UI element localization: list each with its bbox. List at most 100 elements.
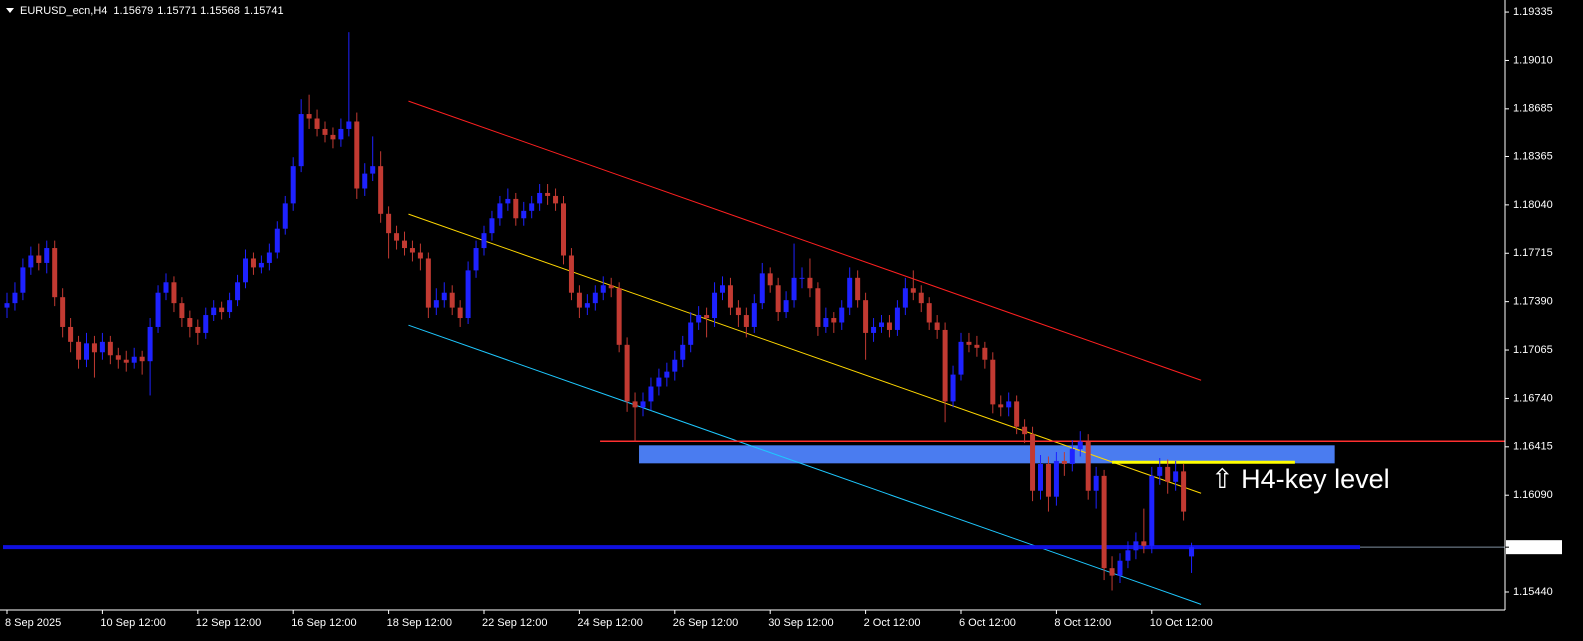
x-tick-label: 6 Oct 12:00 [959, 617, 1016, 629]
candle-body [727, 285, 733, 308]
candle-body [688, 322, 694, 345]
candle-body [370, 166, 376, 174]
candle-body [290, 166, 296, 204]
candle-body [362, 173, 368, 189]
candle-body [195, 326, 201, 333]
candle-body [457, 307, 463, 319]
candle-body [1117, 560, 1123, 576]
x-tick-label: 10 Oct 12:00 [1150, 617, 1213, 629]
y-tick-label: 1.17065 [1513, 344, 1553, 356]
candle-body [879, 322, 884, 327]
candle-body [910, 288, 916, 293]
candle-body [696, 315, 702, 323]
x-tick-label: 10 Sep 12:00 [100, 617, 165, 629]
candle-body [942, 329, 948, 402]
x-tick-label: 22 Sep 12:00 [482, 617, 547, 629]
candle-body [338, 128, 344, 140]
candle-body [982, 347, 988, 360]
candle-body [513, 198, 519, 219]
candle-body [1053, 460, 1059, 497]
candle-body [592, 292, 598, 304]
candle-body [235, 282, 241, 301]
candle-body [958, 341, 964, 375]
candle-body [155, 292, 161, 327]
candle-body [894, 307, 900, 330]
y-tick-label: 1.16090 [1513, 489, 1553, 501]
candle-body [568, 255, 574, 293]
candle-body [1093, 475, 1099, 491]
candle-body [433, 300, 439, 308]
candle-body [99, 341, 105, 353]
candle-body [783, 300, 789, 313]
candle-body [227, 300, 233, 313]
candle-body [1165, 466, 1171, 482]
candle-body [1173, 471, 1179, 482]
candle-body [926, 303, 932, 323]
candle-body [1189, 547, 1195, 557]
candle-body [759, 273, 765, 304]
candle-body [664, 371, 670, 378]
candle-body [990, 359, 996, 405]
candle-body [1125, 550, 1131, 561]
candle-body [76, 341, 82, 360]
y-tick-label: 1.18040 [1513, 199, 1553, 211]
candle-body [386, 213, 392, 234]
candle-body [489, 218, 495, 234]
candle-body [1141, 541, 1147, 546]
menu-triangle[interactable] [6, 8, 14, 13]
y-tick-label: 1.19010 [1513, 54, 1553, 66]
candle-body [886, 322, 892, 330]
candle-body [1069, 449, 1075, 464]
annotation: ⇧ H4-key level [1211, 464, 1390, 494]
candle-body [831, 318, 837, 323]
candle-body [1014, 401, 1020, 427]
candle-body [918, 292, 924, 304]
candle-body [306, 114, 312, 119]
candle-body [998, 404, 1004, 408]
candle-body [871, 326, 877, 333]
candle-body [314, 118, 320, 129]
candle-body [425, 258, 431, 308]
x-tick-label: 24 Sep 12:00 [577, 617, 642, 629]
key-zone [639, 445, 1335, 464]
candle-body [409, 248, 415, 253]
candle-body [640, 401, 646, 408]
x-tick-label: 8 Sep 2025 [5, 617, 61, 629]
candle-body [934, 322, 940, 330]
y-tick-label: 1.19335 [1513, 6, 1553, 18]
candle-body [322, 128, 328, 135]
candle-body [839, 307, 845, 323]
candle-body [775, 285, 781, 313]
y-tick-label: 1.18365 [1513, 150, 1553, 162]
candle-body [60, 297, 66, 327]
candle-body [1045, 463, 1051, 497]
axis-mask-bottom [0, 610, 1583, 641]
candle-body [465, 270, 471, 319]
candle-body [1149, 475, 1155, 546]
candle-body [473, 248, 479, 271]
candle-body [417, 252, 423, 259]
candle-body [855, 277, 861, 301]
candle-body [354, 121, 360, 189]
candle-body [704, 315, 710, 319]
candle-body [497, 203, 503, 219]
candle-body [1101, 475, 1107, 569]
candle-body [1030, 434, 1036, 491]
candle-body [751, 303, 757, 327]
candle-body [258, 262, 264, 268]
candle-body [576, 292, 582, 308]
candle-body [298, 114, 304, 167]
candle-body [1038, 463, 1043, 491]
candle-body [211, 307, 217, 316]
candle-body [584, 303, 590, 308]
candle-body [712, 292, 718, 319]
header: EURUSD_ecn,H4 1.15679 1.15771 1.15568 1.1574… [20, 5, 284, 17]
candle-body [131, 356, 137, 363]
candle-body [632, 401, 638, 408]
y-tick-label: 1.16740 [1513, 392, 1553, 404]
candle-body [815, 288, 821, 327]
symbol: EURUSD_ecn,H4 [20, 5, 107, 17]
candle-body [402, 240, 407, 249]
candle-body [84, 343, 89, 360]
candle-body [537, 192, 543, 204]
